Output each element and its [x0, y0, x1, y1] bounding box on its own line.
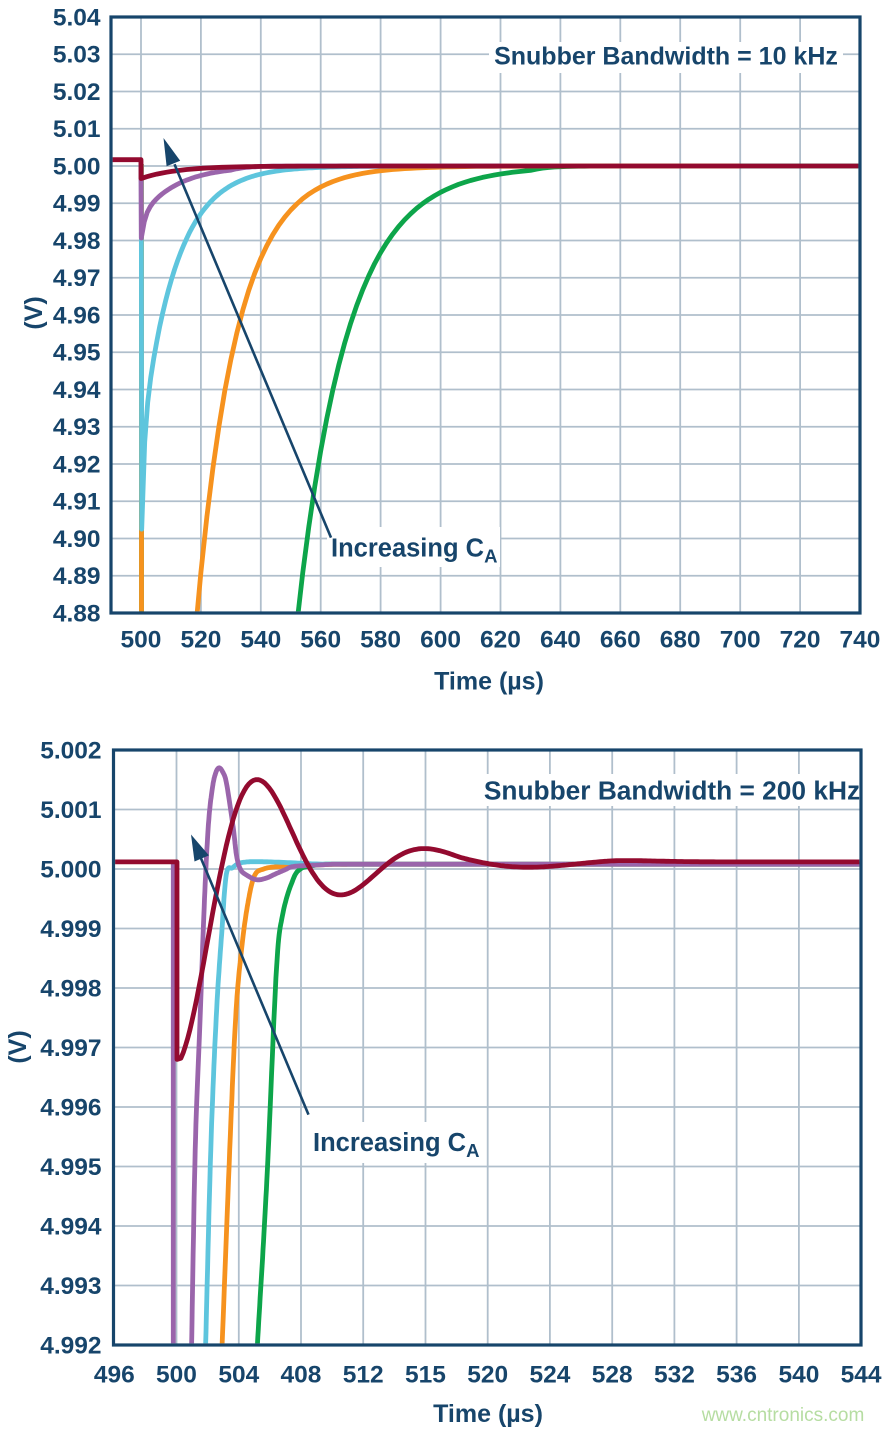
- svg-text:Time (µs): Time (µs): [434, 668, 544, 696]
- svg-text:496: 496: [94, 1362, 135, 1389]
- svg-text:4.89: 4.89: [53, 563, 101, 590]
- svg-text:4.97: 4.97: [53, 265, 101, 292]
- svg-text:5.02: 5.02: [53, 79, 101, 106]
- svg-text:536: 536: [716, 1362, 757, 1389]
- svg-text:600: 600: [420, 627, 461, 654]
- svg-text:532: 532: [654, 1362, 695, 1389]
- svg-text:Snubber Bandwidth = 10 kHz: Snubber Bandwidth = 10 kHz: [494, 43, 838, 71]
- svg-text:4.88: 4.88: [53, 600, 101, 627]
- svg-text:720: 720: [780, 627, 821, 654]
- svg-text:5.00: 5.00: [53, 153, 101, 180]
- svg-text:Time (µs): Time (µs): [433, 1400, 543, 1428]
- svg-text:524: 524: [529, 1362, 570, 1389]
- svg-text:Increasing CA: Increasing CA: [331, 535, 497, 567]
- svg-text:4.992: 4.992: [40, 1332, 101, 1359]
- svg-text:515: 515: [405, 1362, 446, 1389]
- svg-text:Increasing CA: Increasing CA: [313, 1129, 479, 1161]
- svg-text:680: 680: [660, 627, 701, 654]
- svg-text:5.000: 5.000: [40, 856, 101, 883]
- svg-text:(V): (V): [4, 1030, 32, 1063]
- svg-text:4.993: 4.993: [40, 1273, 101, 1300]
- svg-text:4.91: 4.91: [53, 489, 101, 516]
- svg-text:4.99: 4.99: [53, 191, 101, 218]
- svg-text:4.999: 4.999: [40, 916, 101, 943]
- svg-text:4.998: 4.998: [40, 975, 101, 1002]
- svg-text:4.95: 4.95: [53, 340, 101, 367]
- svg-text:640: 640: [540, 627, 581, 654]
- svg-text:740: 740: [840, 627, 881, 654]
- svg-text:500: 500: [156, 1362, 197, 1389]
- svg-text:4.93: 4.93: [53, 414, 101, 441]
- svg-text:4.94: 4.94: [53, 377, 101, 404]
- svg-text:4.98: 4.98: [53, 228, 101, 255]
- svg-text:544: 544: [841, 1362, 882, 1389]
- svg-text:520: 520: [180, 627, 221, 654]
- svg-text:4.92: 4.92: [53, 451, 101, 478]
- svg-text:580: 580: [360, 627, 401, 654]
- svg-text:512: 512: [343, 1362, 384, 1389]
- svg-text:4.997: 4.997: [40, 1035, 101, 1062]
- svg-text:5.04: 5.04: [53, 4, 101, 31]
- svg-text:540: 540: [240, 627, 281, 654]
- svg-text:540: 540: [778, 1362, 819, 1389]
- svg-text:4.90: 4.90: [53, 526, 101, 553]
- svg-text:(V): (V): [20, 296, 48, 329]
- svg-text:5.01: 5.01: [53, 116, 101, 143]
- svg-text:Snubber Bandwidth = 200 kHz: Snubber Bandwidth = 200 kHz: [484, 776, 860, 806]
- svg-text:504: 504: [218, 1362, 259, 1389]
- svg-text:4.96: 4.96: [53, 302, 101, 329]
- svg-text:560: 560: [300, 627, 341, 654]
- svg-text:408: 408: [281, 1362, 322, 1389]
- svg-text:4.994: 4.994: [40, 1213, 102, 1240]
- svg-text:700: 700: [720, 627, 761, 654]
- svg-text:4.996: 4.996: [40, 1094, 101, 1121]
- svg-text:620: 620: [480, 627, 521, 654]
- svg-text:528: 528: [592, 1362, 633, 1389]
- svg-text:660: 660: [600, 627, 641, 654]
- svg-text:5.002: 5.002: [40, 737, 101, 764]
- svg-text:www.cntronics.com: www.cntronics.com: [701, 1405, 865, 1426]
- svg-text:520: 520: [467, 1362, 508, 1389]
- svg-text:5.03: 5.03: [53, 42, 101, 69]
- svg-text:500: 500: [121, 627, 162, 654]
- svg-text:4.995: 4.995: [40, 1154, 101, 1181]
- svg-text:5.001: 5.001: [40, 797, 101, 824]
